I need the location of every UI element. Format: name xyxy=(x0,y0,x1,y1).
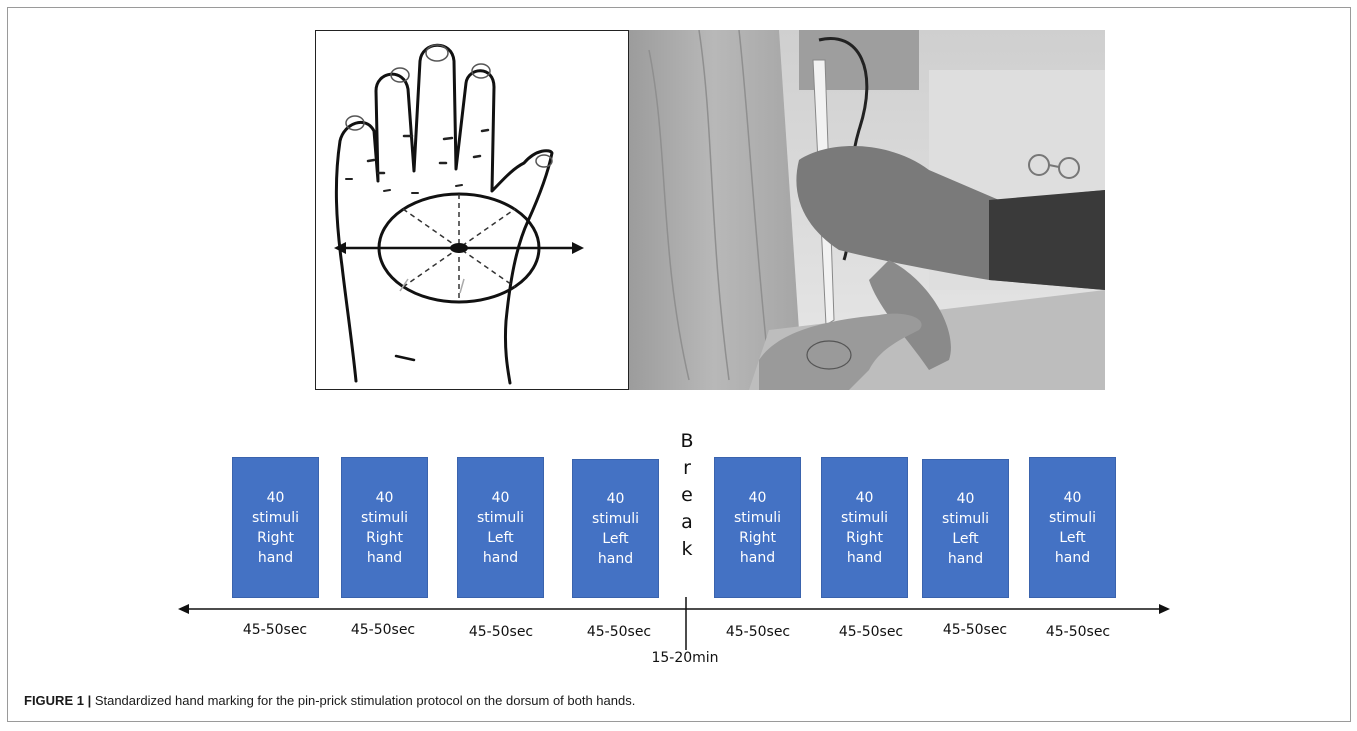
stimulus-block: 40 stimuli Left hand xyxy=(572,459,659,598)
stimulus-block: 40 stimuli Right hand xyxy=(821,457,908,598)
block-duration: 45-50sec xyxy=(468,624,534,640)
stimulus-block: 40 stimuli Right hand xyxy=(341,457,428,598)
stimulus-block: 40 stimuli Left hand xyxy=(1029,457,1116,598)
break-label: B r e a k xyxy=(680,430,694,560)
figure-caption: FIGURE 1 | Standardized hand marking for… xyxy=(24,693,635,708)
stimulus-block: 40 stimuli Left hand xyxy=(457,457,544,598)
break-duration: 15-20min xyxy=(651,650,719,666)
block-duration: 45-50sec xyxy=(725,624,791,640)
caption-text: Standardized hand marking for the pin-pr… xyxy=(91,693,636,708)
caption-label: FIGURE 1 | xyxy=(24,693,92,708)
figure-frame xyxy=(7,7,1351,722)
stimulus-block: 40 stimuli Left hand xyxy=(922,459,1009,598)
block-duration: 45-50sec xyxy=(838,624,904,640)
stimulus-block: 40 stimuli Right hand xyxy=(714,457,801,598)
pin-prick-photo-icon xyxy=(629,30,1105,390)
block-duration: 45-50sec xyxy=(942,622,1008,638)
block-duration: 45-50sec xyxy=(242,622,308,638)
hand-outline-with-circle-icon xyxy=(334,43,584,385)
block-duration: 45-50sec xyxy=(1045,624,1111,640)
block-duration: 45-50sec xyxy=(586,624,652,640)
hand-drawing-panel xyxy=(315,30,629,390)
stimulus-block: 40 stimuli Right hand xyxy=(232,457,319,598)
block-duration: 45-50sec xyxy=(350,622,416,638)
